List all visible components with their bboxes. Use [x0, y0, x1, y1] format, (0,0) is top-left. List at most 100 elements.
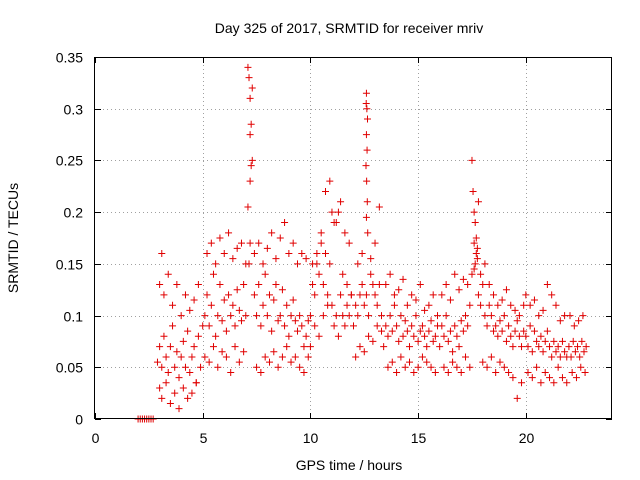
data-point	[240, 348, 248, 356]
data-point	[408, 322, 416, 330]
data-point	[581, 368, 589, 376]
data-point	[171, 363, 179, 371]
data-point	[472, 234, 480, 242]
data-point	[509, 374, 517, 382]
data-point	[250, 250, 258, 258]
data-point	[565, 343, 573, 351]
axis-ticks	[95, 57, 612, 420]
data-point	[479, 358, 487, 366]
data-point	[302, 255, 310, 263]
data-point	[574, 343, 582, 351]
data-point	[276, 234, 284, 242]
data-point	[459, 327, 467, 335]
data-point	[179, 337, 187, 345]
data-point	[552, 348, 560, 356]
data-point	[289, 239, 297, 247]
data-point	[455, 286, 463, 294]
data-point	[190, 343, 198, 351]
data-point	[274, 363, 282, 371]
data-point	[246, 177, 254, 185]
grid	[95, 57, 612, 419]
data-point	[268, 229, 276, 237]
data-point	[317, 239, 325, 247]
data-point	[431, 332, 439, 340]
data-point	[567, 353, 575, 361]
data-point	[209, 343, 217, 351]
data-point	[403, 301, 411, 309]
y-tick-label: 0.3	[64, 102, 84, 118]
data-point	[442, 312, 450, 320]
data-point	[464, 322, 472, 330]
data-point	[186, 306, 194, 314]
data-point	[203, 250, 211, 258]
data-point	[496, 358, 504, 366]
data-point	[371, 239, 379, 247]
data-point	[575, 317, 583, 325]
data-point	[184, 327, 192, 335]
data-point	[244, 63, 252, 71]
data-point	[533, 363, 541, 371]
data-point	[250, 291, 258, 299]
data-point	[259, 301, 267, 309]
data-point	[218, 348, 226, 356]
data-point	[281, 218, 289, 226]
data-point	[440, 363, 448, 371]
y-tick-label: 0.05	[56, 360, 83, 376]
data-point	[464, 281, 472, 289]
data-point	[334, 332, 342, 340]
data-point	[457, 368, 465, 376]
data-point	[541, 368, 549, 376]
data-point	[281, 322, 289, 330]
data-point	[356, 291, 364, 299]
data-point	[177, 312, 185, 320]
data-point	[528, 374, 536, 382]
data-point	[537, 332, 545, 340]
data-point	[378, 312, 386, 320]
data-point	[156, 384, 164, 392]
data-point	[546, 343, 554, 351]
data-point	[192, 379, 200, 387]
data-point	[216, 234, 224, 242]
data-point	[246, 131, 254, 139]
data-point	[352, 353, 360, 361]
data-point	[453, 332, 461, 340]
data-point	[362, 291, 370, 299]
data-point	[552, 301, 560, 309]
data-point	[158, 250, 166, 258]
data-point	[431, 368, 439, 376]
data-point	[438, 322, 446, 330]
data-point	[201, 312, 209, 320]
data-point	[446, 296, 454, 304]
data-point	[548, 291, 556, 299]
data-point	[469, 187, 477, 195]
data-point	[205, 322, 213, 330]
data-point	[218, 317, 226, 325]
data-point	[479, 281, 487, 289]
data-point	[483, 363, 491, 371]
data-point	[427, 317, 435, 325]
data-point	[162, 353, 170, 361]
data-point	[522, 291, 530, 299]
data-point	[444, 337, 452, 345]
data-point	[205, 358, 213, 366]
data-point	[418, 322, 426, 330]
data-point	[255, 239, 263, 247]
data-point	[577, 363, 585, 371]
data-point	[352, 301, 360, 309]
data-point	[298, 322, 306, 330]
data-point	[375, 203, 383, 211]
data-point	[533, 337, 541, 345]
data-point	[511, 306, 519, 314]
data-point	[471, 218, 479, 226]
data-point	[364, 115, 372, 123]
data-point	[298, 250, 306, 258]
data-point	[156, 343, 164, 351]
data-point	[209, 270, 217, 278]
data-point	[326, 260, 334, 268]
data-point	[468, 270, 476, 278]
data-point	[253, 312, 261, 320]
data-point	[229, 255, 237, 263]
data-point	[395, 337, 403, 345]
data-point	[362, 213, 370, 221]
